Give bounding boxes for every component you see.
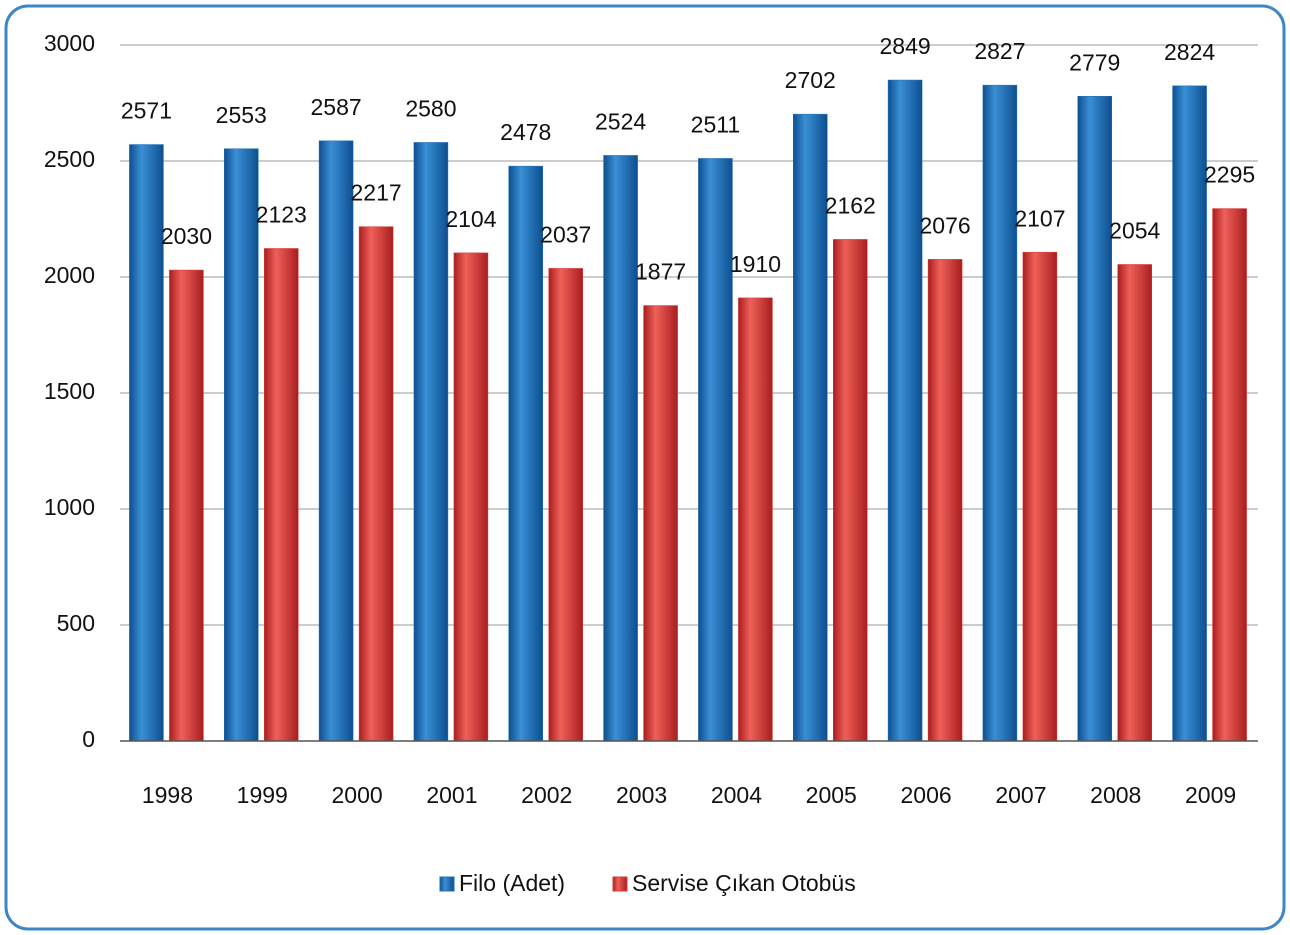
y-tick-label: 1000 (44, 494, 95, 520)
data-label: 2478 (500, 119, 551, 145)
legend-label: Filo (Adet) (459, 870, 565, 896)
data-label: 1910 (730, 251, 781, 277)
bar (453, 252, 489, 742)
data-label: 2571 (121, 98, 172, 124)
data-label: 2580 (405, 96, 456, 122)
bar (982, 84, 1018, 742)
bar (927, 259, 963, 742)
bar (793, 113, 828, 742)
data-label: 2217 (350, 180, 401, 206)
data-label: 1877 (635, 259, 686, 285)
legend-swatch (612, 876, 628, 892)
x-tick-label: 2006 (900, 782, 951, 808)
bar (1212, 208, 1247, 742)
y-tick-label: 0 (82, 726, 95, 752)
y-tick-label: 3000 (44, 30, 95, 56)
bar (413, 142, 449, 742)
data-label: 2702 (785, 67, 836, 93)
x-tick-label: 2002 (521, 782, 572, 808)
data-label: 2037 (540, 221, 591, 247)
bar (1117, 264, 1152, 742)
x-tick-label: 1999 (237, 782, 288, 808)
legend-swatch (439, 876, 455, 892)
data-label: 2824 (1164, 39, 1215, 65)
bar (224, 148, 259, 742)
data-label: 2827 (974, 38, 1025, 64)
bar (643, 305, 678, 742)
bar (698, 158, 733, 742)
bar (833, 239, 868, 742)
y-tick-label: 2000 (44, 262, 95, 288)
x-tick-label: 2005 (806, 782, 857, 808)
legend-label: Servise Çıkan Otobüs (632, 870, 856, 896)
bar (264, 248, 299, 742)
data-label: 2511 (691, 112, 740, 138)
bar (548, 268, 583, 742)
data-label: 2162 (825, 192, 876, 218)
data-label: 2076 (919, 212, 970, 238)
x-tick-label: 2004 (711, 782, 762, 808)
bar (508, 165, 543, 742)
bar (358, 226, 394, 742)
bar (887, 79, 923, 742)
x-tick-label: 2007 (995, 782, 1046, 808)
data-label: 2107 (1014, 205, 1065, 231)
x-tick-label: 2009 (1185, 782, 1236, 808)
x-tick-label: 1998 (142, 782, 193, 808)
bar (318, 140, 354, 742)
data-label: 2553 (216, 102, 267, 128)
data-label: 2849 (879, 33, 930, 59)
data-label: 2524 (595, 109, 646, 135)
bar (129, 144, 164, 742)
x-tick-label: 2001 (426, 782, 477, 808)
x-tick-label: 2000 (331, 782, 382, 808)
data-label: 2030 (161, 223, 212, 249)
x-tick-label: 2003 (616, 782, 667, 808)
data-label: 2104 (445, 206, 496, 232)
data-label: 2054 (1109, 218, 1160, 244)
bar (603, 155, 638, 742)
y-tick-label: 1500 (44, 378, 95, 404)
y-tick-label: 500 (57, 610, 95, 636)
data-label: 2295 (1204, 162, 1255, 188)
data-label: 2123 (256, 202, 307, 228)
y-tick-label: 2500 (44, 146, 95, 172)
x-tick-label: 2008 (1090, 782, 1141, 808)
bar (738, 297, 773, 742)
data-label: 2779 (1069, 49, 1120, 75)
bar (1077, 96, 1112, 742)
data-label: 2587 (310, 94, 361, 120)
bar (169, 269, 204, 742)
bar (1022, 251, 1058, 742)
bar (1172, 85, 1207, 742)
